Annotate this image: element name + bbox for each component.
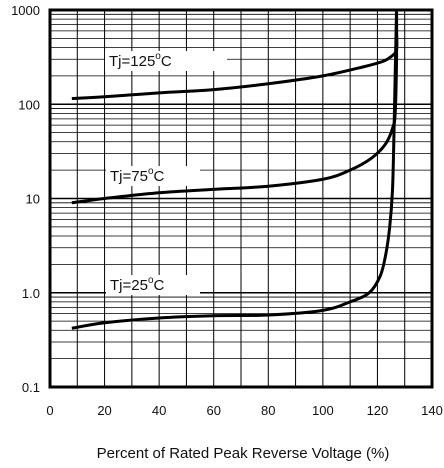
y-tick-label: 10 — [26, 192, 40, 207]
series-line-2 — [71, 9, 399, 330]
x-tick-labels: 0 20 40 60 80 100 120 140 — [46, 403, 442, 418]
annotation-unit: C — [161, 53, 172, 70]
y-tick-label: 100 — [18, 97, 40, 112]
annotation-label-2: Tj=25oC — [110, 275, 165, 294]
x-tick-label: 100 — [312, 403, 334, 418]
annotation-base: Tj=75 — [110, 168, 148, 185]
y-tick-labels: 0.1 1.0 10 100 1000 — [11, 3, 40, 395]
annotation-degree: o — [148, 275, 154, 286]
annotation-background — [105, 51, 227, 71]
curves — [71, 9, 399, 330]
x-tick-label: 120 — [367, 403, 389, 418]
x-tick-label: 80 — [261, 403, 275, 418]
annotation-label-0: Tj=125oC — [109, 51, 172, 70]
annotation-background — [106, 275, 200, 295]
annotation-base: Tj=25 — [110, 277, 148, 294]
x-tick-label: 40 — [152, 403, 166, 418]
x-tick-label: 0 — [46, 403, 53, 418]
y-tick-label: 0.1 — [22, 380, 40, 395]
annotation-degree: o — [148, 166, 154, 177]
annotation-degree: o — [155, 51, 161, 62]
y-tick-label: 1000 — [11, 3, 40, 18]
annotation-background — [106, 166, 200, 186]
annotation-unit: C — [154, 168, 165, 185]
annotation-label-1: Tj=75oC — [110, 166, 165, 185]
annotation-base: Tj=125 — [109, 53, 155, 70]
annotation-unit: C — [154, 277, 165, 294]
y-tick-label: 1.0 — [22, 286, 40, 301]
plot-frame — [48, 8, 434, 389]
x-axis-label: Percent of Rated Peak Reverse Voltage (%… — [97, 445, 390, 462]
x-tick-label: 20 — [97, 403, 111, 418]
x-tick-label: 60 — [206, 403, 220, 418]
x-tick-label: 140 — [421, 403, 443, 418]
